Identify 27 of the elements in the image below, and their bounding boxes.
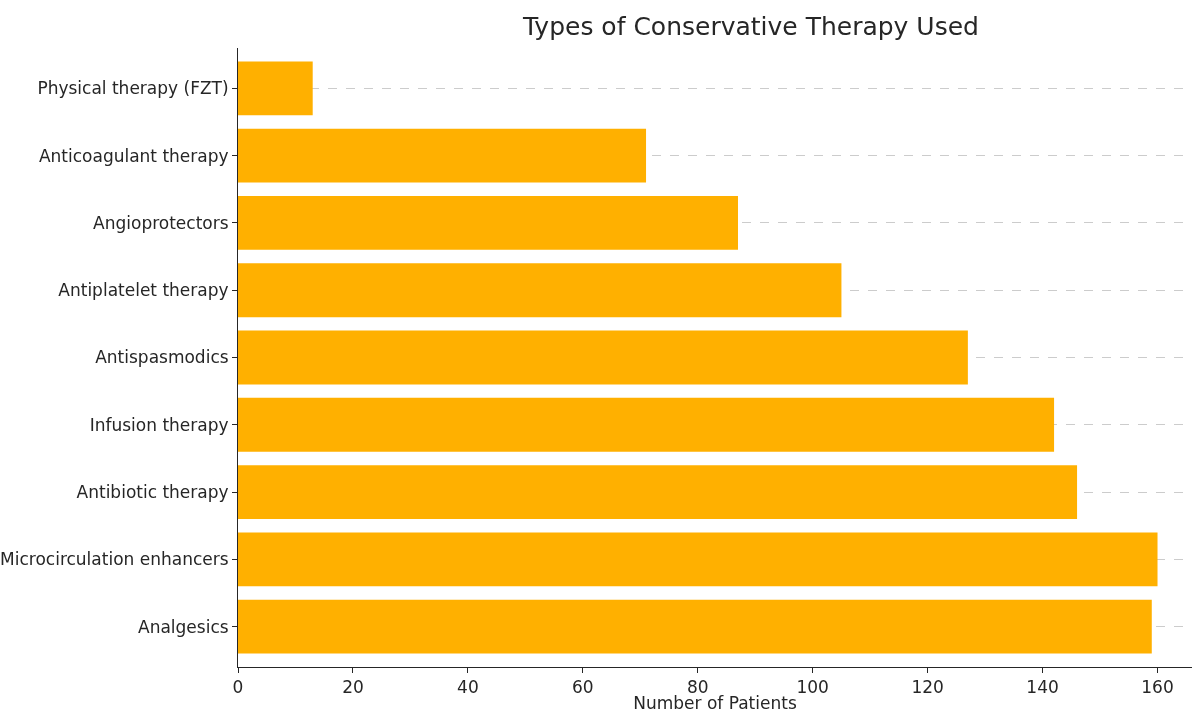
bar xyxy=(238,263,842,318)
bar xyxy=(238,128,647,183)
y-tick-label: Physical therapy (FZT) xyxy=(37,78,229,99)
y-tick-label: Analgesics xyxy=(138,616,229,637)
x-tick-label: 40 xyxy=(457,677,479,698)
bar xyxy=(238,196,738,250)
x-tick-label: 100 xyxy=(796,677,829,698)
y-tick-label: Antispasmodics xyxy=(95,347,229,368)
bar xyxy=(238,330,968,385)
x-tick-label: 0 xyxy=(232,677,244,698)
bar xyxy=(238,61,313,116)
chart-title: Types of Conservative Therapy Used xyxy=(521,12,979,42)
y-tick-label: Angioprotectors xyxy=(93,212,229,233)
y-tick-label: Antiplatelet therapy xyxy=(58,280,229,301)
x-tick-label: 120 xyxy=(911,677,944,698)
bar xyxy=(238,397,1055,452)
x-tick-label: 160 xyxy=(1141,677,1174,698)
y-tick-label: Infusion therapy xyxy=(89,414,229,435)
y-tick-label: Anticoagulant therapy xyxy=(38,145,229,166)
x-tick-label: 60 xyxy=(572,677,594,698)
bar xyxy=(238,532,1158,587)
y-tick-label: Microcirculation enhancers xyxy=(0,549,229,570)
bar xyxy=(238,465,1078,519)
bar xyxy=(238,599,1152,654)
x-tick-label: 20 xyxy=(342,677,364,698)
y-tick-label: Antibiotic therapy xyxy=(76,482,229,503)
x-tick-label: 140 xyxy=(1026,677,1059,698)
